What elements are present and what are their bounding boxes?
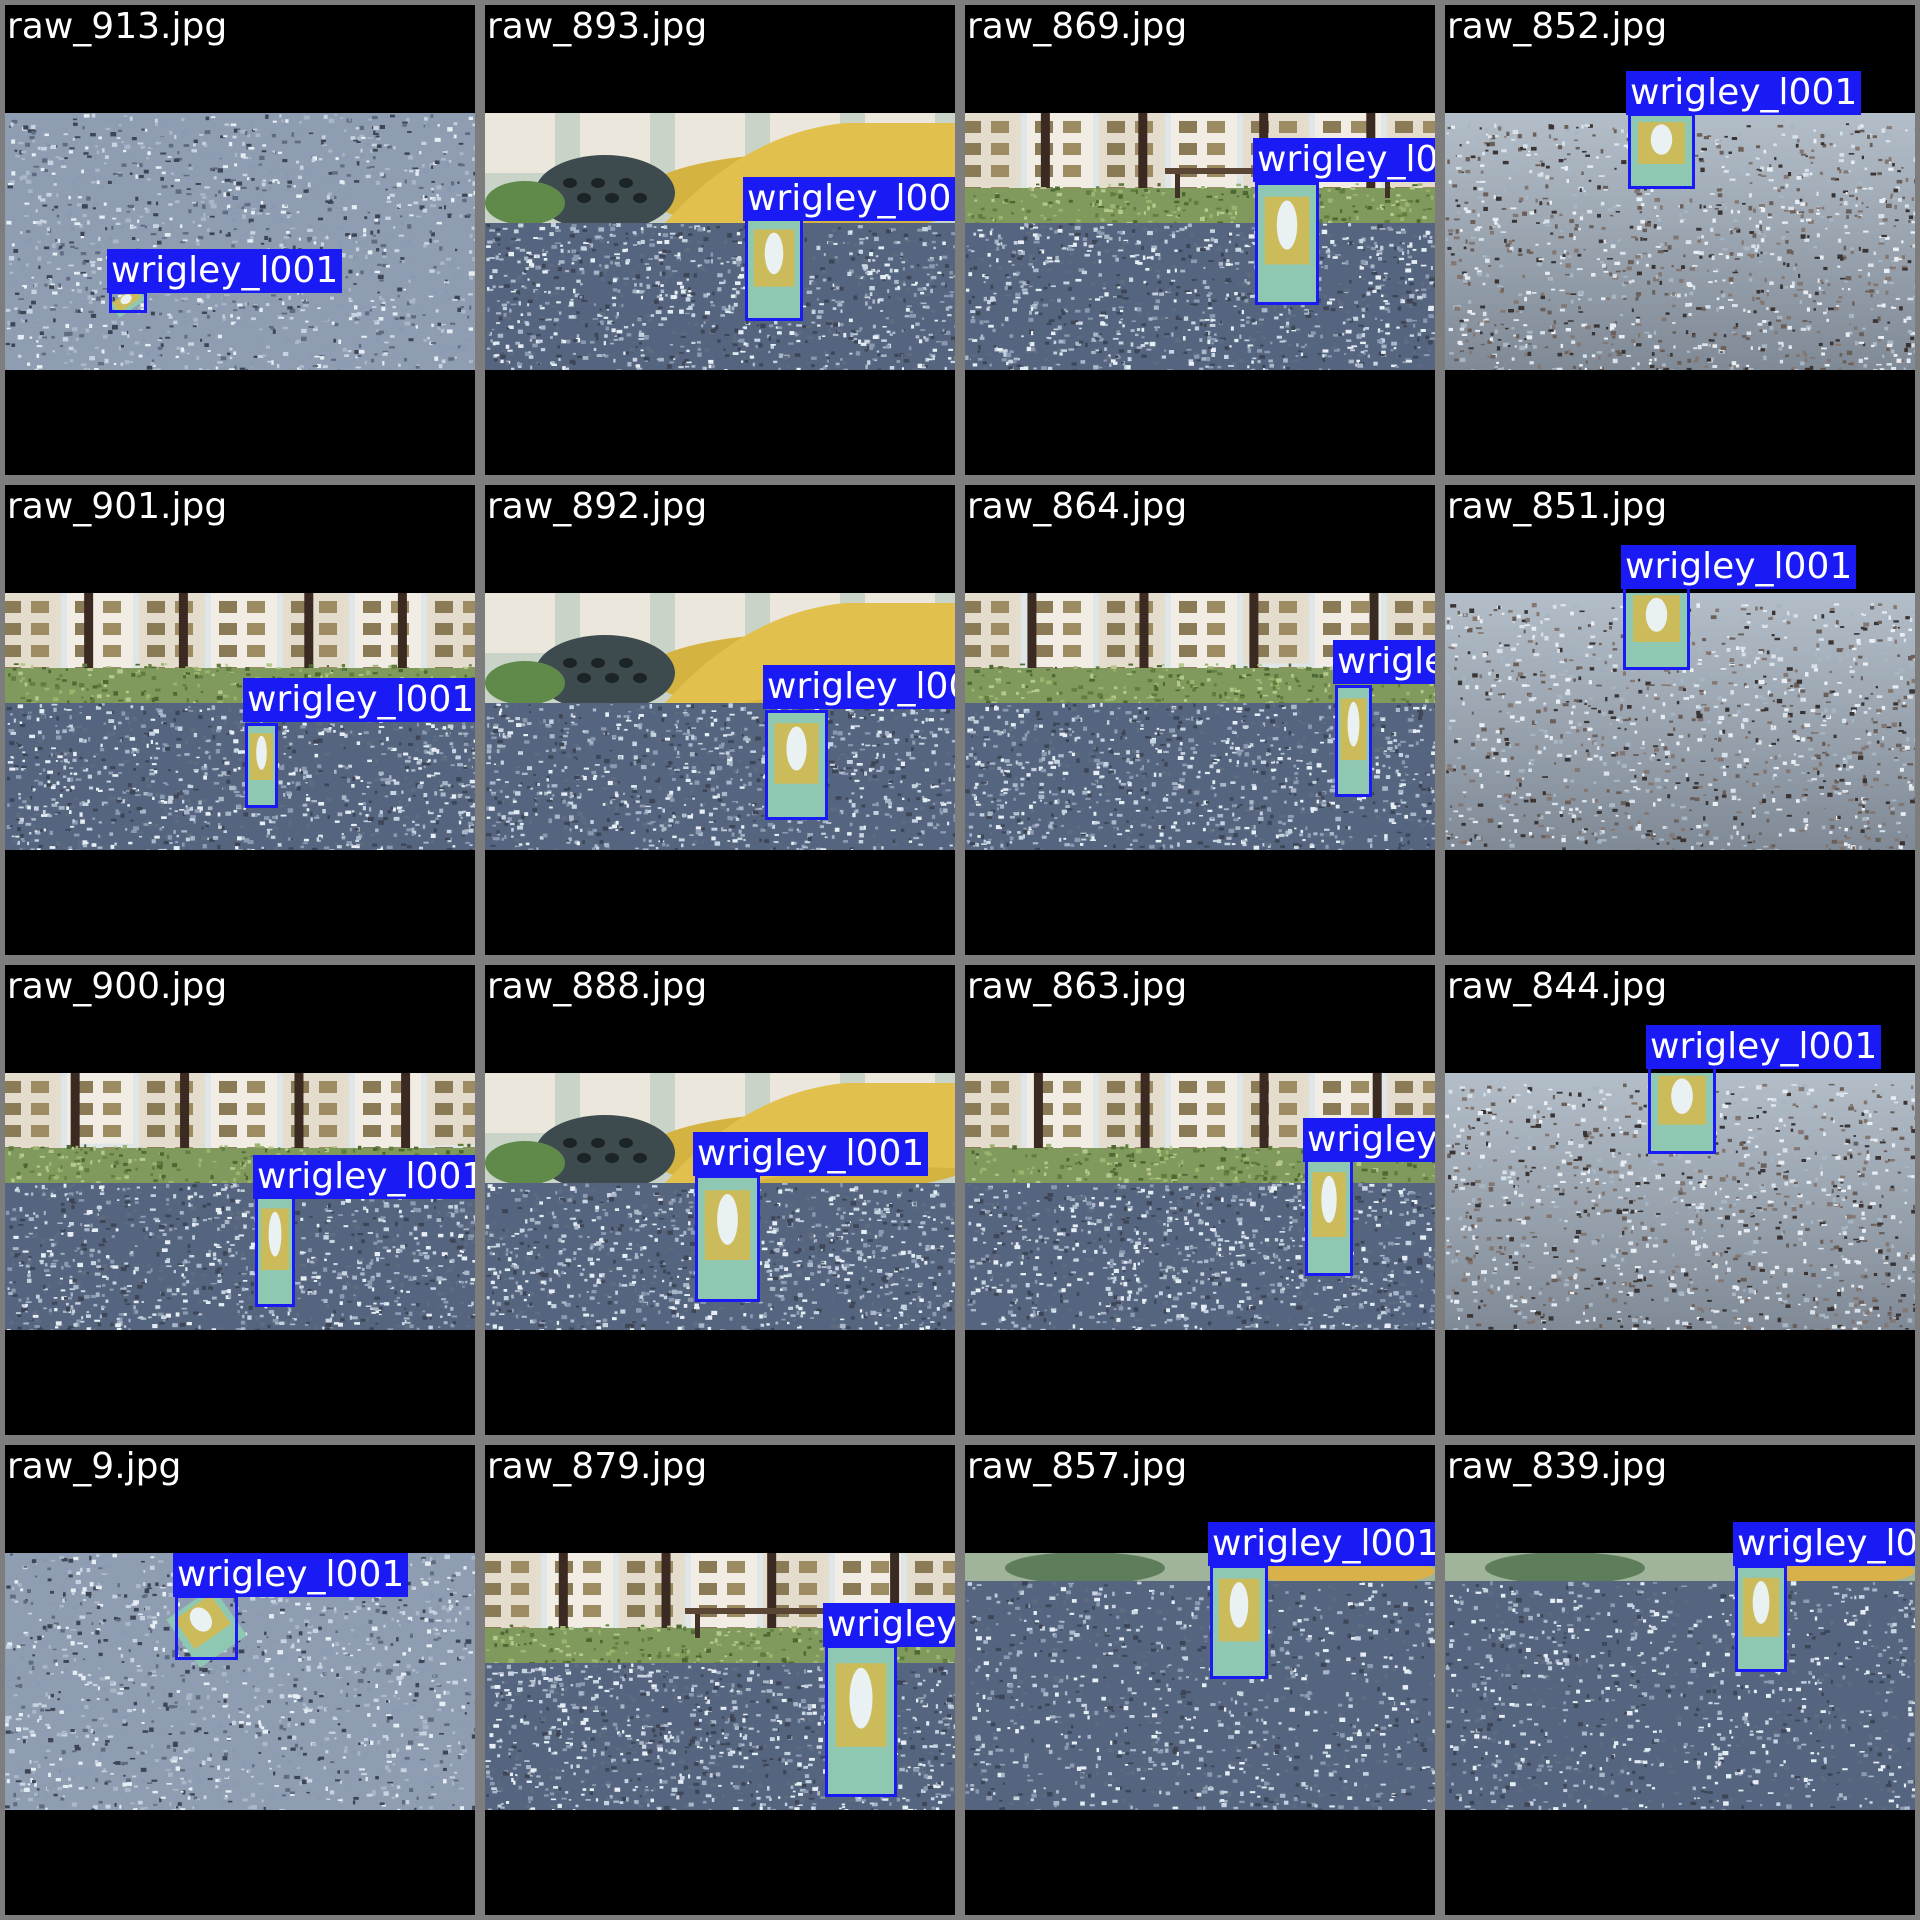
scene-image bbox=[485, 593, 955, 850]
scene-photo bbox=[1445, 593, 1915, 850]
grid-tile: raw_9.jpg wrigley_l001 bbox=[5, 1445, 475, 1915]
image-filename: raw_869.jpg bbox=[967, 5, 1187, 51]
image-filename: raw_9.jpg bbox=[7, 1445, 181, 1491]
detection-box bbox=[245, 723, 278, 808]
scene-image bbox=[1445, 1553, 1915, 1810]
scene-image bbox=[965, 1553, 1435, 1810]
scene-image bbox=[965, 113, 1435, 370]
detection-box bbox=[695, 1175, 760, 1302]
image-filename: raw_900.jpg bbox=[7, 965, 227, 1011]
image-filename: raw_893.jpg bbox=[487, 5, 707, 51]
image-filename: raw_892.jpg bbox=[487, 485, 707, 531]
detection-label: wrigley_l001 bbox=[1733, 1522, 1915, 1566]
detection-label: wrigley_l001 bbox=[253, 1155, 475, 1199]
image-filename: raw_844.jpg bbox=[1447, 965, 1667, 1011]
detection-box bbox=[1335, 685, 1372, 797]
scene-image bbox=[5, 113, 475, 370]
grid-tile: raw_863.jpg wrigley_l001 bbox=[965, 965, 1435, 1435]
scene-image bbox=[5, 1073, 475, 1330]
scene-photo bbox=[1445, 1553, 1915, 1810]
scene-image bbox=[1445, 113, 1915, 370]
detection-box bbox=[1255, 182, 1319, 305]
detection-box bbox=[825, 1645, 897, 1797]
scene-photo bbox=[965, 1553, 1435, 1810]
image-filename: raw_852.jpg bbox=[1447, 5, 1667, 51]
scene-photo bbox=[1445, 113, 1915, 370]
grid-tile: raw_892.jpg wrigley_l001 bbox=[485, 485, 955, 955]
scene-photo bbox=[1445, 1073, 1915, 1330]
detection-box bbox=[1305, 1158, 1353, 1276]
scene-photo bbox=[5, 113, 475, 370]
detection-label: wrigley_l001 bbox=[1253, 138, 1435, 182]
grid-tile: raw_844.jpg wrigley_l001 bbox=[1445, 965, 1915, 1435]
detection-label: wrigley_l001 bbox=[743, 177, 955, 221]
detection-box bbox=[765, 710, 828, 820]
grid-tile: raw_857.jpg wrigley_l001 bbox=[965, 1445, 1435, 1915]
scene-image bbox=[485, 113, 955, 370]
detection-label: wrigley_l001 bbox=[1626, 71, 1862, 115]
grid-tile: raw_888.jpg wrigley_l001 bbox=[485, 965, 955, 1435]
image-filename: raw_839.jpg bbox=[1447, 1445, 1667, 1491]
grid-tile: raw_901.jpg wrigley_l001 bbox=[5, 485, 475, 955]
detection-label: wrigley_l001 bbox=[1333, 640, 1435, 684]
image-filename: raw_863.jpg bbox=[967, 965, 1187, 1011]
detection-label: wrigley_l001 bbox=[1646, 1025, 1882, 1069]
scene-image bbox=[1445, 593, 1915, 850]
grid-tile: raw_852.jpg wrigley_l001 bbox=[1445, 5, 1915, 475]
scene-photo bbox=[485, 113, 955, 370]
grid-tile: raw_864.jpg wrigley_l001 bbox=[965, 485, 1435, 955]
detection-label: wrigley_l001 bbox=[823, 1603, 955, 1647]
detection-label: wrigley_l001 bbox=[243, 678, 475, 722]
scene-photo bbox=[965, 113, 1435, 370]
image-filename: raw_857.jpg bbox=[967, 1445, 1187, 1491]
detection-box bbox=[745, 217, 803, 321]
grid-tile: raw_869.jpg wrigley_l001 bbox=[965, 5, 1435, 475]
grid-tile: raw_900.jpg wrigley_l001 bbox=[5, 965, 475, 1435]
image-filename: raw_879.jpg bbox=[487, 1445, 707, 1491]
detection-label: wrigley_l001 bbox=[693, 1132, 929, 1176]
detection-label: wrigley_l001 bbox=[173, 1553, 409, 1597]
grid-tile: raw_913.jpg wrigley_l001 bbox=[5, 5, 475, 475]
detection-box bbox=[1735, 1565, 1787, 1672]
detection-label: wrigley_l001 bbox=[1208, 1522, 1435, 1566]
image-filename: raw_888.jpg bbox=[487, 965, 707, 1011]
detection-label: wrigley_l001 bbox=[1621, 545, 1857, 589]
grid-tile: raw_879.jpg wrigley_l001 bbox=[485, 1445, 955, 1915]
image-filename: raw_901.jpg bbox=[7, 485, 227, 531]
grid-tile: raw_839.jpg wrigley_l001 bbox=[1445, 1445, 1915, 1915]
scene-image bbox=[1445, 1073, 1915, 1330]
scene-photo bbox=[5, 1073, 475, 1330]
detection-label: wrigley_l001 bbox=[763, 665, 955, 709]
grid-tile: raw_851.jpg wrigley_l001 bbox=[1445, 485, 1915, 955]
detection-box bbox=[1623, 585, 1690, 670]
scene-photo bbox=[965, 1073, 1435, 1330]
image-filename: raw_864.jpg bbox=[967, 485, 1187, 531]
detection-box bbox=[1210, 1565, 1268, 1679]
detection-label: wrigley_l001 bbox=[107, 249, 343, 293]
detection-box bbox=[109, 291, 147, 313]
image-filename: raw_851.jpg bbox=[1447, 485, 1667, 531]
detection-label: wrigley_l001 bbox=[1303, 1118, 1435, 1162]
detection-box bbox=[1628, 113, 1695, 189]
detection-box bbox=[255, 1195, 295, 1307]
grid-tile: raw_893.jpg wrigley_l001 bbox=[485, 5, 955, 475]
image-filename: raw_913.jpg bbox=[7, 5, 227, 51]
detection-box bbox=[175, 1595, 238, 1660]
detection-box bbox=[1648, 1065, 1716, 1154]
scene-photo bbox=[485, 593, 955, 850]
scene-image bbox=[965, 1073, 1435, 1330]
